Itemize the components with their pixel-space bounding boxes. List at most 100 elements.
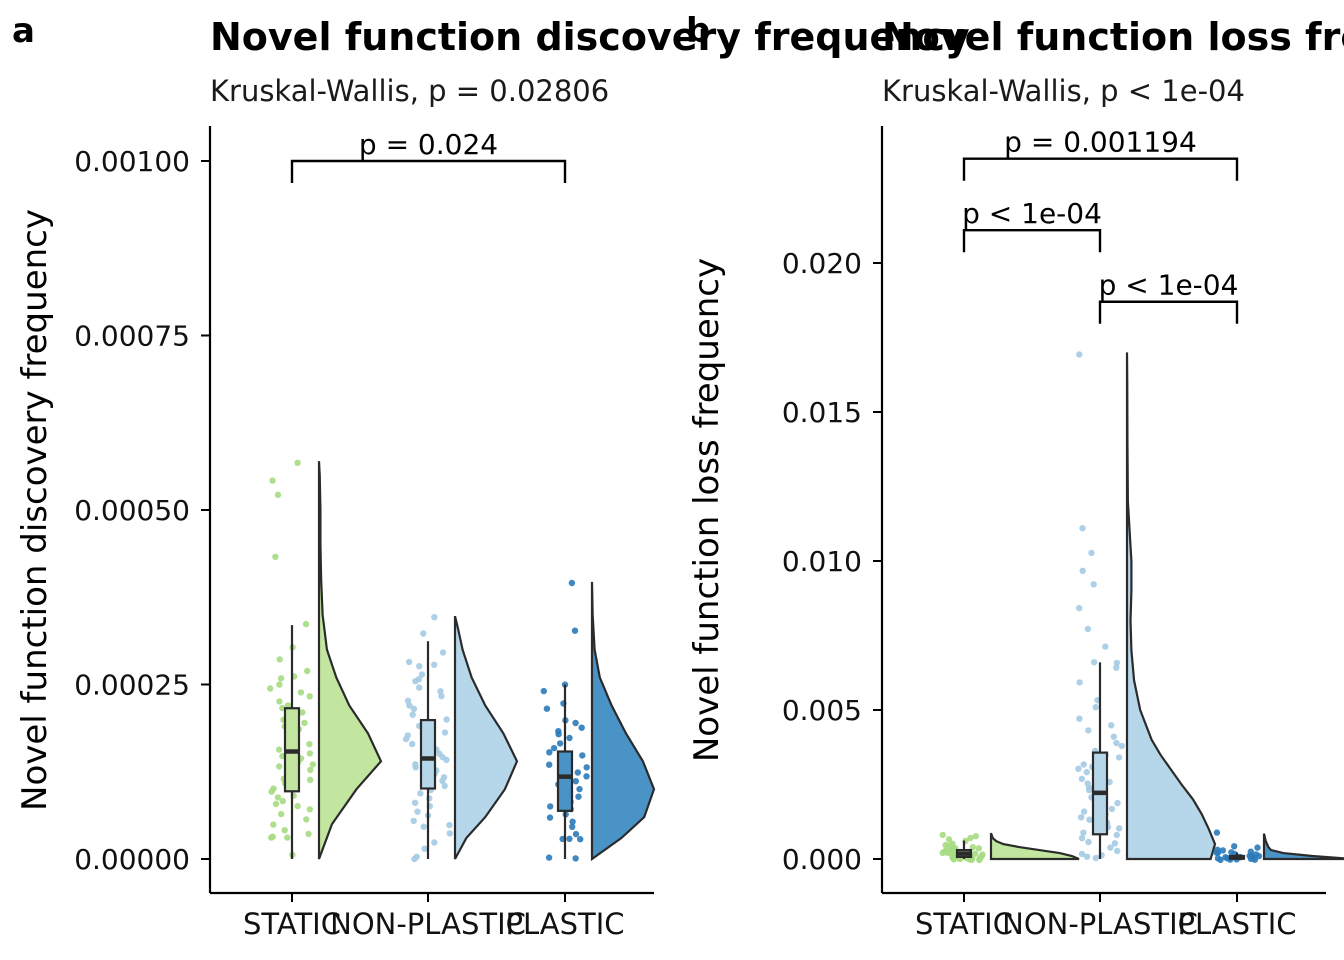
- violin-half: [989, 832, 1080, 861]
- data-point: [272, 800, 280, 808]
- y-tick-label: 0.00050: [74, 494, 190, 527]
- violin-half: [1125, 352, 1217, 861]
- data-point: [1076, 351, 1083, 358]
- data-point: [416, 684, 423, 691]
- significance-bracket: [1098, 300, 1239, 324]
- data-point: [1076, 604, 1083, 612]
- panel-a-y-axis-label: Novel function discovery frequency: [15, 209, 55, 811]
- data-point: [420, 630, 427, 637]
- panel-b-y-axis-label: Novel function loss frequency: [687, 258, 727, 762]
- data-point: [284, 702, 292, 709]
- data-point: [572, 778, 579, 785]
- data-point: [405, 658, 413, 666]
- data-point: [299, 709, 306, 716]
- data-point: [421, 845, 428, 852]
- data-point: [309, 761, 317, 768]
- data-point: [410, 817, 417, 825]
- data-point: [443, 756, 450, 763]
- data-point: [1254, 844, 1261, 851]
- data-point: [420, 823, 427, 830]
- data-point: [1080, 829, 1087, 836]
- data-point: [306, 693, 313, 700]
- data-point: [302, 620, 310, 628]
- significance-bracket: [962, 229, 1102, 253]
- data-point: [417, 790, 424, 797]
- data-point: [1076, 679, 1083, 686]
- data-point: [438, 693, 445, 700]
- data-point: [1213, 829, 1221, 836]
- data-point: [1251, 856, 1259, 863]
- data-point: [1090, 581, 1097, 588]
- data-point: [578, 724, 585, 731]
- data-point: [571, 627, 579, 634]
- data-point: [441, 782, 448, 790]
- data-point: [1088, 549, 1095, 557]
- data-point: [1113, 739, 1120, 747]
- data-point: [1079, 525, 1086, 532]
- data-point: [939, 831, 946, 839]
- data-point: [276, 656, 283, 663]
- data-point: [306, 750, 314, 757]
- y-tick-label: 0.005: [782, 694, 862, 727]
- data-point: [572, 719, 579, 727]
- data-point: [547, 803, 554, 810]
- data-point: [279, 704, 286, 712]
- significance-label: p < 1e-04: [962, 197, 1102, 230]
- data-point: [416, 663, 423, 670]
- data-point: [270, 821, 277, 828]
- violin-half: [1262, 833, 1344, 861]
- data-point: [301, 719, 308, 727]
- data-point: [540, 687, 547, 695]
- data-point: [446, 821, 453, 829]
- data-point: [412, 764, 419, 771]
- data-point: [556, 740, 564, 747]
- data-point: [277, 675, 285, 682]
- violin-half: [453, 615, 519, 860]
- data-point: [546, 749, 553, 756]
- data-point: [1085, 838, 1092, 846]
- data-point: [268, 834, 275, 841]
- panel-a: a Novel function discovery frequency Kru…: [12, 11, 970, 941]
- data-point: [409, 711, 416, 718]
- data-point: [976, 856, 983, 864]
- data-point: [1086, 787, 1093, 794]
- data-point: [550, 744, 558, 752]
- y-tick-label: 0.00000: [74, 843, 190, 876]
- data-point: [409, 740, 416, 748]
- data-point: [276, 681, 283, 688]
- data-point: [575, 793, 582, 800]
- data-point: [1108, 722, 1115, 729]
- data-point: [1113, 659, 1121, 667]
- panel-b: b Novel function loss frequency Kruskal-…: [686, 11, 1344, 941]
- violin-half: [317, 461, 383, 860]
- data-point: [546, 761, 553, 768]
- data-point: [272, 553, 279, 560]
- x-tick-label: STATIC: [915, 907, 1013, 941]
- data-point: [1213, 849, 1220, 856]
- data-point: [1077, 814, 1085, 821]
- data-point: [1113, 664, 1120, 671]
- data-point: [1091, 659, 1098, 666]
- data-point: [443, 716, 450, 723]
- data-point: [949, 854, 956, 861]
- data-point: [1108, 805, 1116, 813]
- data-point: [306, 806, 313, 813]
- data-point: [969, 844, 976, 851]
- y-tick-label: 0.00025: [74, 669, 190, 702]
- panel-letter-a: a: [12, 11, 35, 51]
- data-point: [284, 834, 291, 841]
- data-point: [566, 835, 573, 842]
- data-point: [1078, 775, 1086, 782]
- data-point: [1079, 567, 1086, 574]
- data-point: [278, 810, 285, 818]
- data-point: [543, 705, 551, 712]
- data-point: [410, 705, 418, 712]
- data-point: [945, 836, 953, 843]
- data-point: [568, 579, 576, 587]
- data-point: [441, 729, 449, 736]
- data-point: [1092, 854, 1100, 862]
- data-point: [281, 827, 288, 834]
- data-point: [1080, 808, 1088, 815]
- data-point: [583, 764, 590, 771]
